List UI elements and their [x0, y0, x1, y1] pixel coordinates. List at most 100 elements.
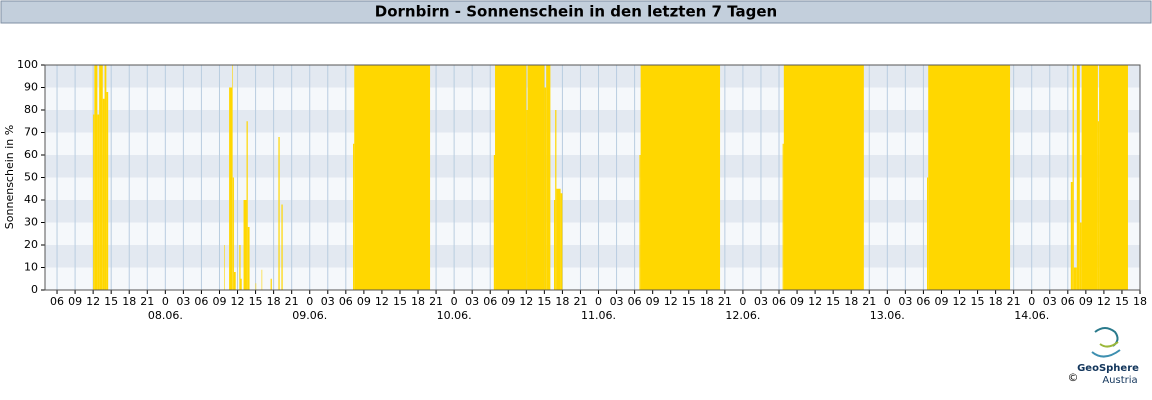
- sunshine-segment: [527, 65, 545, 290]
- logo-sub: Austria: [1102, 375, 1137, 386]
- sunshine-segment: [99, 65, 103, 290]
- sunshine-segment: [546, 65, 551, 290]
- sunshine-segment: [783, 65, 864, 290]
- x-tick-label: 06: [916, 295, 930, 308]
- x-tick-label: 15: [971, 295, 985, 308]
- band: [45, 110, 1140, 133]
- band: [45, 245, 1140, 268]
- sunshine-segment: [233, 272, 236, 290]
- x-tick-label: 06: [50, 295, 64, 308]
- x-tick-label: 06: [1061, 295, 1075, 308]
- x-tick-label: 12: [86, 295, 100, 308]
- x-tick-label: 15: [537, 295, 551, 308]
- sunshine-segment: [104, 65, 107, 290]
- x-tick-label: 03: [754, 295, 768, 308]
- y-tick-label: 70: [24, 126, 38, 139]
- sunshine-segment: [255, 283, 257, 290]
- sunshine-segment: [495, 65, 527, 290]
- x-tick-label: 12: [231, 295, 245, 308]
- x-tick-label: 18: [555, 295, 569, 308]
- sunshine-segment: [353, 143, 355, 290]
- copyright: ©: [1068, 371, 1079, 384]
- x-tick-label: 0: [739, 295, 746, 308]
- x-tick-label: 15: [104, 295, 118, 308]
- date-label: 11.06.: [581, 309, 616, 322]
- date-label: 08.06.: [148, 309, 183, 322]
- sunshine-segment: [928, 65, 1011, 290]
- title-bar: [0, 0, 1152, 24]
- x-tick-label: 18: [700, 295, 714, 308]
- x-tick-label: 12: [664, 295, 678, 308]
- sunshine-segment: [229, 87, 233, 290]
- x-tick-label: 15: [393, 295, 407, 308]
- sunshine-segment: [106, 92, 109, 290]
- logo-icon: [1091, 327, 1121, 358]
- x-tick-label: 0: [884, 295, 891, 308]
- x-tick-label: 03: [610, 295, 624, 308]
- sunshine-segment: [1073, 267, 1077, 290]
- sunshine-segment: [278, 137, 280, 290]
- y-tick-label: 90: [24, 81, 38, 94]
- logo-name: GeoSphere: [1077, 363, 1139, 374]
- sunshine-segment: [560, 193, 563, 290]
- sunshine-segment: [1076, 65, 1080, 290]
- y-tick-label: 40: [24, 193, 38, 206]
- sunshine-segment: [639, 155, 641, 290]
- x-tick-label: 09: [357, 295, 371, 308]
- x-tick-label: 0: [595, 295, 602, 308]
- x-tick-label: 09: [646, 295, 660, 308]
- sunshine-segment: [270, 278, 272, 290]
- x-tick-label: 06: [483, 295, 497, 308]
- band: [45, 155, 1140, 178]
- x-tick-label: 18: [267, 295, 281, 308]
- band: [45, 200, 1140, 223]
- x-tick-label: 0: [162, 295, 169, 308]
- sunshine-segment: [102, 98, 105, 290]
- sunshine-segment: [1099, 65, 1128, 290]
- sunshine-segment: [927, 177, 929, 290]
- x-tick-label: 12: [808, 295, 822, 308]
- x-tick-label: 03: [1043, 295, 1057, 308]
- x-tick-label: 15: [1115, 295, 1129, 308]
- sunshine-segment: [261, 269, 263, 290]
- sunshine-segment: [555, 110, 557, 290]
- x-tick-label: 06: [339, 295, 353, 308]
- x-tick-label: 12: [375, 295, 389, 308]
- y-axis-label: Sonnenschein in %: [3, 125, 16, 229]
- x-tick-label: 09: [1079, 295, 1093, 308]
- x-tick-label: 03: [321, 295, 335, 308]
- x-tick-label: 06: [194, 295, 208, 308]
- sunshine-segment: [1081, 65, 1098, 290]
- x-tick-label: 09: [501, 295, 515, 308]
- x-tick-label: 21: [285, 295, 299, 308]
- x-tick-label: 18: [122, 295, 136, 308]
- date-label: 14.06.: [1014, 309, 1049, 322]
- sunshine-segment: [1097, 121, 1100, 290]
- date-label: 10.06.: [437, 309, 472, 322]
- x-tick-label: 0: [1028, 295, 1035, 308]
- x-tick-label: 21: [1007, 295, 1021, 308]
- x-tick-label: 18: [989, 295, 1003, 308]
- sunshine-segment: [1070, 182, 1073, 290]
- x-tick-label: 03: [465, 295, 479, 308]
- x-tick-label: 12: [953, 295, 967, 308]
- x-tick-label: 09: [934, 295, 948, 308]
- sunshine-segment: [1072, 65, 1074, 290]
- sunshine-segment: [243, 200, 247, 290]
- sunshine-segment: [97, 114, 100, 290]
- x-tick-label: 21: [862, 295, 876, 308]
- sunshine-segment: [544, 87, 547, 290]
- sunshine-segment: [246, 121, 248, 290]
- x-tick-label: 06: [628, 295, 642, 308]
- x-tick-label: 18: [1133, 295, 1147, 308]
- x-tick-label: 03: [176, 295, 190, 308]
- y-tick-label: 10: [24, 261, 38, 274]
- sunshine-segment: [556, 188, 561, 290]
- x-tick-label: 21: [718, 295, 732, 308]
- date-label: 09.06.: [292, 309, 327, 322]
- sunshine-segment: [1079, 222, 1082, 290]
- y-tick-label: 50: [24, 171, 38, 184]
- sunshine-segment: [354, 65, 431, 290]
- y-tick-label: 20: [24, 238, 38, 251]
